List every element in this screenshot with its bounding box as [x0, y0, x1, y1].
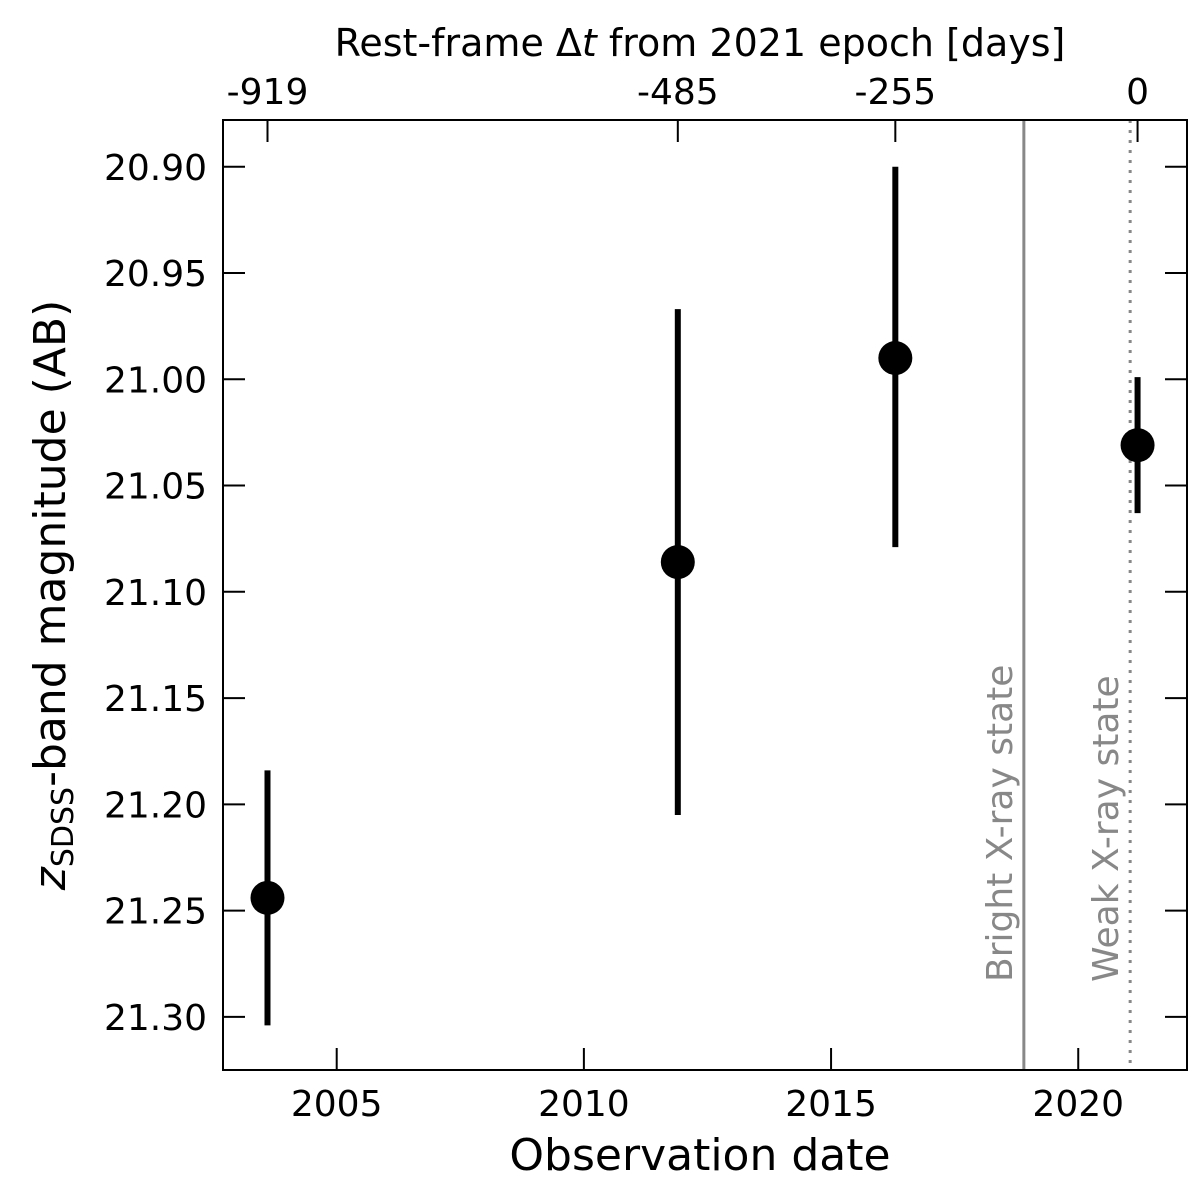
top-axis-label-post: from 2021 epoch [days] [597, 21, 1066, 65]
top-tick-label-3: 0 [1126, 72, 1149, 113]
y-tick-label-6: 21.20 [104, 785, 207, 826]
data-point-0 [250, 880, 285, 915]
x-axis-label: Observation date [509, 1130, 890, 1181]
vline-label-0: Bright X-ray state [980, 665, 1021, 982]
y-axis-label: zSDSS-band magnitude (AB) [25, 300, 81, 892]
top-tick-label-1: -485 [637, 72, 719, 113]
vline-label-1: Weak X-ray state [1086, 675, 1127, 982]
y-tick-label-4: 21.10 [104, 573, 207, 614]
x-tick-label-1: 2010 [538, 1084, 630, 1125]
plot-frame [222, 119, 1188, 1071]
top-ticks: -919 -485 -255 0 [227, 72, 1149, 142]
y-ticks: 20.90 20.95 21.00 21.05 21.10 21.15 21.20 21.25… [104, 148, 1187, 1039]
data-point-3 [1120, 428, 1155, 463]
top-tick-label-0: -919 [227, 72, 309, 113]
x-tick-label-2: 2015 [785, 1084, 877, 1125]
y-axis-label-rest: -band magnitude (AB) [25, 300, 76, 787]
reference-lines: Bright X-ray state Weak X-ray state [980, 120, 1132, 1070]
top-axis-label-pre: Rest-frame Δ [335, 21, 582, 65]
top-tick-label-2: -255 [854, 72, 936, 113]
data-points [250, 166, 1155, 1026]
data-point-1 [660, 545, 695, 580]
y-tick-label-7: 21.25 [104, 892, 207, 933]
x-tick-label-3: 2020 [1032, 1084, 1124, 1125]
data-point-2 [878, 341, 913, 376]
y-tick-label-1: 20.95 [104, 254, 207, 295]
y-axis-label-sub: SDSS [46, 787, 81, 867]
y-tick-label-8: 21.30 [104, 998, 207, 1039]
x-ticks: 2005 2010 2015 2020 [291, 1048, 1124, 1125]
y-tick-label-0: 20.90 [104, 148, 207, 189]
y-axis-label-main: z [25, 866, 76, 891]
y-tick-label-2: 21.00 [104, 360, 207, 401]
x-tick-label-0: 2005 [291, 1084, 383, 1125]
top-axis-label: Rest-frame Δt from 2021 epoch [days] [335, 21, 1066, 65]
y-tick-label-5: 21.15 [104, 679, 207, 720]
y-tick-label-3: 21.05 [104, 467, 207, 508]
top-axis-label-var: t [582, 21, 599, 65]
